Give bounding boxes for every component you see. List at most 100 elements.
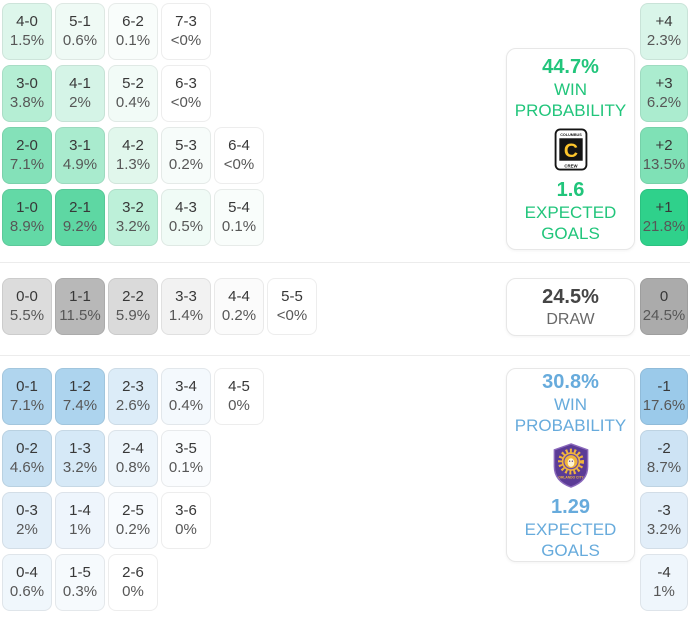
cell-value: 0-3 [16, 502, 38, 519]
draw-score-cell: 0-0 5.5% [2, 278, 52, 335]
home-score-cell: 4-3 0.5% [161, 189, 211, 246]
home-win-label-line2: PROBABILITY [514, 100, 627, 120]
orlando-city-logo: ORLANDO CITY [551, 442, 591, 488]
cell-probability: 4.6% [9, 459, 45, 476]
cell-value: 3-3 [175, 288, 197, 305]
goal-margin-cell: -3 3.2% [640, 492, 688, 549]
cell-value: 2-0 [16, 137, 38, 154]
home-goal-margin-column: +4 2.3% +3 6.2% +2 13.5% +1 21.8% [640, 3, 688, 246]
away-score-cell: 3-4 0.4% [161, 368, 211, 425]
score-row: 4-0 1.5% 5-1 0.6% 6-2 0.1% 7-3 <0% [2, 3, 264, 60]
cell-value: 1-4 [69, 502, 91, 519]
cell-value: 4-3 [175, 199, 197, 216]
cell-value: 0-1 [16, 378, 38, 395]
cell-value: 2-2 [122, 288, 144, 305]
cell-probability: 0% [175, 521, 197, 538]
cell-probability: 0.5% [168, 218, 204, 235]
goal-margin-cell: -1 17.6% [640, 368, 688, 425]
cell-probability: 4.9% [62, 156, 98, 173]
cell-probability: 2% [69, 94, 91, 111]
away-win-probability-value: 30.8% [542, 370, 599, 393]
cell-probability: 0.3% [62, 583, 98, 600]
cell-value: 5-4 [228, 199, 250, 216]
cell-value: 3-2 [122, 199, 144, 216]
cell-probability: 3.2% [62, 459, 98, 476]
cell-probability: <0% [170, 32, 202, 49]
away-win-score-grid: 0-1 7.1% 1-2 7.4% 2-3 2.6% 3-4 0.4% 4-5 0% 0-2 4.6%… [2, 368, 264, 611]
cell-probability: 21.8% [642, 218, 686, 235]
cell-probability: <0% [276, 307, 308, 324]
away-score-cell: 1-2 7.4% [55, 368, 105, 425]
cell-probability: 5.9% [115, 307, 151, 324]
cell-value: 3-5 [175, 440, 197, 457]
away-xg-label-line1: EXPECTED [524, 519, 617, 539]
draw-score-grid: 0-0 5.5% 1-1 11.5% 2-2 5.9% 3-3 1.4% 4-4 0.2% 5-5 <… [2, 278, 317, 335]
cell-value: 4-2 [122, 137, 144, 154]
score-row: 0-2 4.6% 1-3 3.2% 2-4 0.8% 3-5 0.1% [2, 430, 264, 487]
home-score-cell: 3-1 4.9% [55, 127, 105, 184]
cell-probability: <0% [223, 156, 255, 173]
cell-value: 2-3 [122, 378, 144, 395]
cell-value: -2 [657, 440, 671, 457]
away-win-panel: 30.8% WIN PROBABILITY ORLANDO CITY 1.29 … [506, 368, 635, 562]
away-goal-margin-column: -1 17.6% -2 8.7% -3 3.2% -4 1% [640, 368, 688, 611]
away-score-cell: 1-4 1% [55, 492, 105, 549]
cell-probability: 24.5% [642, 307, 686, 324]
section-divider [0, 262, 690, 263]
home-score-cell: 2-1 9.2% [55, 189, 105, 246]
cell-value: 6-2 [122, 13, 144, 30]
away-score-cell: 2-3 2.6% [108, 368, 158, 425]
goal-margin-cell: +2 13.5% [640, 127, 688, 184]
svg-text:CREW: CREW [564, 163, 578, 168]
home-score-cell: 4-0 1.5% [2, 3, 52, 60]
cell-value: 2-6 [122, 564, 144, 581]
cell-probability: 1% [653, 583, 675, 600]
away-score-cell: 2-6 0% [108, 554, 158, 611]
cell-probability: 2.3% [646, 32, 682, 49]
cell-value: 5-5 [281, 288, 303, 305]
goal-margin-cell: 0 24.5% [640, 278, 688, 335]
cell-probability: 17.6% [642, 397, 686, 414]
home-score-cell: 6-3 <0% [161, 65, 211, 122]
svg-text:COLUMBUS: COLUMBUS [560, 133, 582, 137]
cell-probability: 5.5% [9, 307, 45, 324]
draw-goal-margin-column: 0 24.5% [640, 278, 688, 335]
cell-probability: 3.8% [9, 94, 45, 111]
cell-probability: 13.5% [642, 156, 686, 173]
cell-probability: 8.9% [9, 218, 45, 235]
draw-score-cell: 5-5 <0% [267, 278, 317, 335]
cell-value: 1-5 [69, 564, 91, 581]
cell-probability: 0.1% [115, 32, 151, 49]
draw-score-cell: 4-4 0.2% [214, 278, 264, 335]
cell-value: 7-3 [175, 13, 197, 30]
home-win-panel: 44.7% WIN PROBABILITY COLUMBUS C CREW 1.… [506, 48, 635, 250]
goal-margin-cell: +3 6.2% [640, 65, 688, 122]
score-row: 3-0 3.8% 4-1 2% 5-2 0.4% 6-3 <0% [2, 65, 264, 122]
home-score-cell: 7-3 <0% [161, 3, 211, 60]
cell-probability: 1.5% [9, 32, 45, 49]
cell-probability: 7.1% [9, 397, 45, 414]
goal-margin-cell: -4 1% [640, 554, 688, 611]
draw-score-cell: 3-3 1.4% [161, 278, 211, 335]
score-row: 0-0 5.5% 1-1 11.5% 2-2 5.9% 3-3 1.4% 4-4 0.2% 5-5 <… [2, 278, 317, 335]
home-score-cell: 4-2 1.3% [108, 127, 158, 184]
cell-probability: 0.6% [62, 32, 98, 49]
cell-value: 1-3 [69, 440, 91, 457]
away-win-label-line2: PROBABILITY [514, 415, 627, 435]
cell-value: -3 [657, 502, 671, 519]
cell-probability: 9.2% [62, 218, 98, 235]
away-score-cell: 2-5 0.2% [108, 492, 158, 549]
cell-value: 0 [659, 288, 669, 305]
home-score-cell: 6-4 <0% [214, 127, 264, 184]
away-score-cell: 3-5 0.1% [161, 430, 211, 487]
cell-value: 5-2 [122, 75, 144, 92]
cell-probability: 7.1% [9, 156, 45, 173]
cell-probability: 0.2% [221, 307, 257, 324]
home-score-cell: 5-2 0.4% [108, 65, 158, 122]
cell-value: 4-1 [69, 75, 91, 92]
cell-probability: 0% [122, 583, 144, 600]
score-row: 1-0 8.9% 2-1 9.2% 3-2 3.2% 4-3 0.5% 5-4 0.1% [2, 189, 264, 246]
cell-value: -1 [657, 378, 671, 395]
cell-value: 4-4 [228, 288, 250, 305]
